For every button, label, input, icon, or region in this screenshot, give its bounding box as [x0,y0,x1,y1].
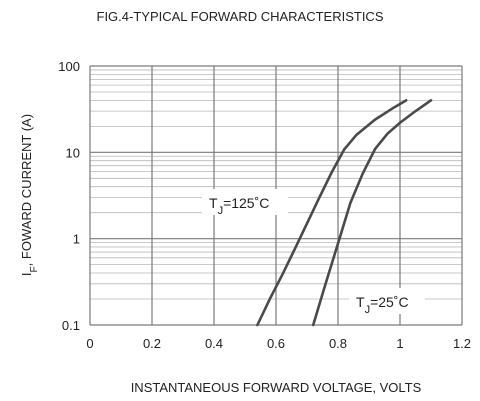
y-tick-label: 10 [66,145,80,160]
y-tick-label: 0.1 [62,318,80,333]
y-tick-label: 1 [73,232,80,247]
y-axis-label: IF, FOWARD CURRENT (A) [19,114,40,276]
series-label-tj-125-rest: =125˚C [223,195,269,211]
chart-title: FIG.4-TYPICAL FORWARD CHARACTERISTICS [97,9,384,24]
series-layer [256,99,433,327]
series-label-background-tj-25 [349,288,425,314]
series-label-tj-25-rest: =25˚C [370,294,409,310]
series-line-tj-25 [311,99,433,327]
y-axis-label-subscript: F [29,266,40,272]
series-label-background-tj-125 [202,189,288,215]
y-tick-label: 100 [58,59,80,74]
x-axis-label: INSTANTANEOUS FORWARD VOLTAGE, VOLTS [131,380,422,395]
series-label-tj-25: TJ=25˚C [356,294,409,316]
series-label-tj-25-main: T [356,294,365,310]
x-tick-label: 0.4 [205,336,223,351]
series-label-tj-125: TJ=125˚C [209,195,269,217]
tick-label-layer: 0.1 1 10 100 0 0.2 0.4 0.6 0.8 1 1.2 [58,59,471,351]
x-tick-label: 1 [396,336,403,351]
series-label-tj-25-subscript: J [365,304,371,316]
x-tick-label: 0 [86,336,93,351]
series-label-tj-125-subscript: J [218,205,224,217]
x-tick-label: 0.8 [329,336,347,351]
series-label-group-tj-125: TJ=125˚C [202,189,288,217]
y-axis-label-rest: , FOWARD CURRENT (A) [19,114,34,266]
series-line-tj-125 [256,99,408,327]
series-label-group-tj-25: TJ=25˚C [349,288,425,316]
x-tick-label: 0.2 [143,336,161,351]
y-axis-label-main: I [19,272,34,276]
x-tick-label: 1.2 [453,336,471,351]
series-label-tj-125-main: T [209,195,218,211]
x-tick-label: 0.6 [267,336,285,351]
